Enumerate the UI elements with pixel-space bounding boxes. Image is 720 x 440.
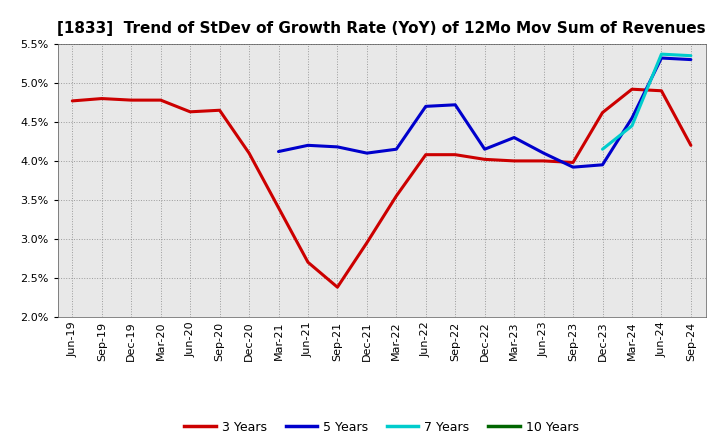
3 Years [392,193,400,198]
3 Years [68,98,76,103]
Title: [1833]  Trend of StDev of Growth Rate (YoY) of 12Mo Mov Sum of Revenues: [1833] Trend of StDev of Growth Rate (Yo… [58,21,706,36]
5 Years [628,115,636,121]
Legend: 3 Years, 5 Years, 7 Years, 10 Years: 3 Years, 5 Years, 7 Years, 10 Years [179,416,584,439]
5 Years [598,162,607,168]
3 Years [598,110,607,115]
Line: 3 Years: 3 Years [72,89,691,287]
5 Years [539,150,548,156]
5 Years [274,149,283,154]
3 Years [333,285,342,290]
5 Years [333,144,342,150]
3 Years [97,96,106,101]
5 Years [480,147,489,152]
3 Years [127,98,135,103]
5 Years [657,55,666,61]
3 Years [215,108,224,113]
3 Years [569,160,577,165]
3 Years [687,143,696,148]
Line: 7 Years: 7 Years [603,54,691,149]
5 Years [363,150,372,156]
7 Years [687,53,696,59]
5 Years [451,102,459,107]
3 Years [186,109,194,114]
5 Years [510,135,518,140]
3 Years [628,87,636,92]
5 Years [687,57,696,62]
5 Years [304,143,312,148]
3 Years [274,205,283,210]
3 Years [304,260,312,265]
5 Years [569,165,577,170]
3 Years [363,240,372,246]
5 Years [421,104,430,109]
3 Years [480,157,489,162]
3 Years [451,152,459,158]
5 Years [392,147,400,152]
7 Years [628,123,636,128]
3 Years [510,158,518,164]
3 Years [156,98,165,103]
7 Years [598,147,607,152]
7 Years [657,51,666,57]
3 Years [539,158,548,164]
Line: 5 Years: 5 Years [279,58,691,167]
3 Years [657,88,666,93]
3 Years [245,150,253,156]
3 Years [421,152,430,158]
